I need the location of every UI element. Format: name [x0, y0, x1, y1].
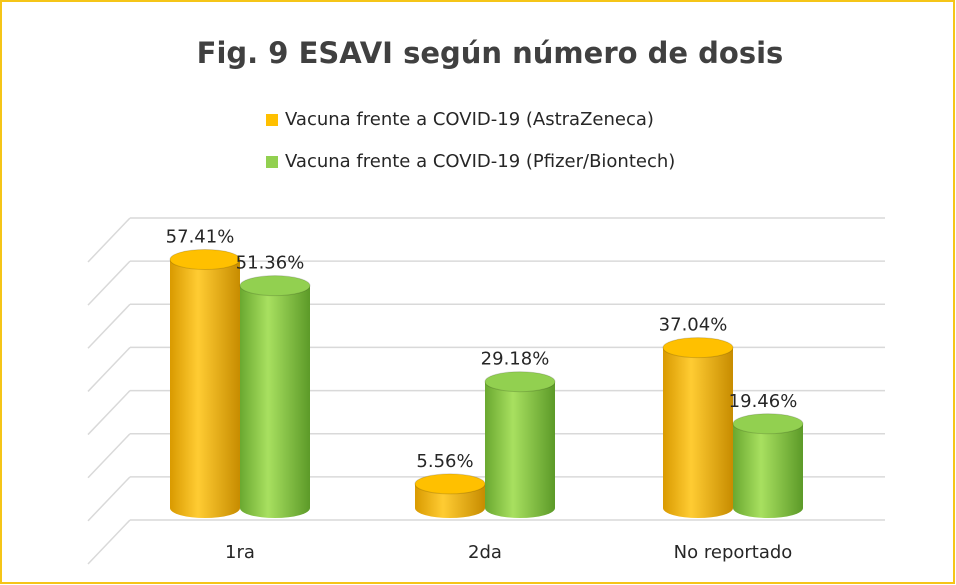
grid-line-side — [87, 217, 131, 263]
legend-swatch — [266, 114, 278, 126]
bar-top — [239, 275, 311, 297]
bar — [732, 413, 804, 518]
bar-body — [485, 381, 555, 518]
bar-body — [170, 259, 240, 518]
legend-label: Vacuna frente a COVID-19 (Pfizer/Biontec… — [285, 151, 675, 172]
data-label: 29.18% — [481, 349, 550, 370]
bar-top — [169, 248, 241, 270]
x-tick-label: 2da — [468, 542, 502, 563]
grid-line-side — [87, 519, 131, 565]
bar — [239, 275, 311, 518]
bar-top — [662, 337, 734, 359]
bar — [484, 371, 556, 518]
grid-line-side — [87, 303, 131, 349]
grid-line-side — [87, 260, 131, 306]
bar-body — [733, 423, 803, 518]
legend-label: Vacuna frente a COVID-19 (AstraZeneca) — [285, 109, 654, 130]
bar-top — [414, 473, 486, 495]
data-label: 19.46% — [729, 391, 798, 412]
legend-swatch — [266, 156, 278, 168]
x-tick-label: 1ra — [225, 542, 255, 563]
chart-title: Fig. 9 ESAVI según número de dosis — [197, 36, 784, 70]
grid-line-side — [87, 346, 131, 392]
bar — [414, 473, 486, 518]
data-label: 57.41% — [166, 226, 235, 247]
x-tick-label: No reportado — [674, 542, 793, 563]
bar — [169, 248, 241, 518]
data-label: 37.04% — [659, 315, 728, 336]
bar — [662, 337, 734, 518]
bar-top — [484, 371, 556, 393]
bar-body — [663, 347, 733, 518]
data-label: 5.56% — [416, 451, 473, 472]
data-label: 51.36% — [236, 253, 305, 274]
grid-line-side — [87, 390, 131, 436]
grid-line-side — [87, 433, 131, 479]
bar-top — [732, 413, 804, 435]
grid-line-side — [87, 476, 131, 522]
bar-body — [240, 285, 310, 518]
